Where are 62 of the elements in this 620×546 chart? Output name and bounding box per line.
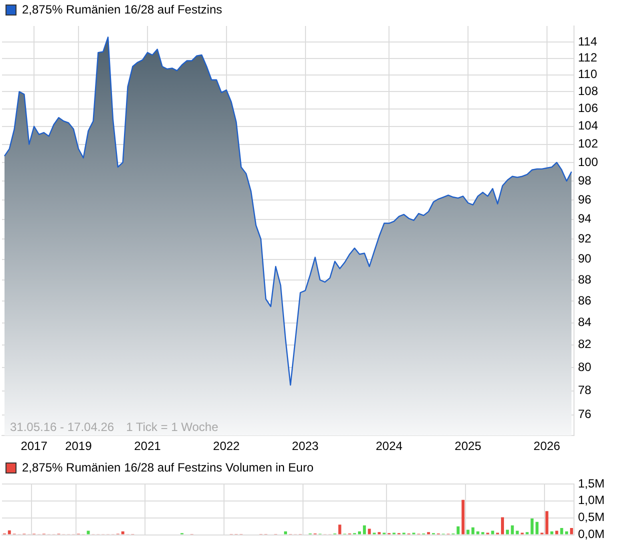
y-tick-label: 0,0M (578, 527, 605, 542)
y-tick-label: 102 (578, 136, 598, 151)
annotation: 1 Tick = 1 Woche (126, 420, 219, 434)
y-tick-label: 112 (578, 50, 598, 65)
bar (462, 500, 465, 534)
annotation: 31.05.16 - 17.04.26 (10, 420, 114, 434)
y-tick-label: 78 (578, 383, 592, 398)
y-tick-label: 100 (578, 154, 598, 169)
x-tick-label: 2021 (134, 439, 162, 454)
y-tick-label: 90 (578, 252, 592, 266)
y-tick-label: 1,5M (578, 476, 605, 490)
legend-label: 2,875% Rumänien 16/28 auf Festzins (22, 2, 222, 16)
y-tick-label: 96 (578, 192, 592, 206)
bar (338, 524, 342, 534)
bar (550, 531, 554, 534)
y-tick-label: 110 (578, 67, 598, 82)
x-tick-label: 2017 (20, 439, 48, 454)
y-tick-label: 106 (578, 101, 598, 116)
bar (8, 530, 11, 534)
y-tick-label: 92 (578, 231, 592, 246)
bar (555, 530, 558, 534)
bar (545, 511, 548, 534)
y-tick-label: 76 (578, 407, 592, 422)
bar (358, 531, 361, 534)
x-tick-label: 2025 (454, 439, 482, 454)
bar (121, 531, 124, 534)
bar (530, 518, 534, 534)
y-tick-label: 84 (578, 315, 592, 330)
bar (560, 528, 564, 534)
x-tick-label: 2024 (376, 439, 403, 454)
y-tick-label: 114 (578, 34, 598, 48)
y-tick-label: 108 (578, 84, 598, 98)
y-tick-label: 1,0M (578, 493, 605, 508)
y-tick-label: 80 (578, 360, 592, 374)
bar (536, 522, 538, 534)
y-tick-label: 88 (578, 272, 592, 286)
bar (506, 530, 509, 534)
bar (476, 531, 480, 534)
legend-label: 2,875% Rumänien 16/28 auf Festzins Volumen in Euro (22, 460, 314, 474)
bar (510, 525, 514, 534)
y-tick-label: 82 (578, 337, 592, 352)
bar (516, 530, 519, 534)
x-tick-label: 2022 (213, 439, 240, 454)
y-tick-label: 104 (578, 118, 598, 133)
bar (362, 525, 366, 534)
y-tick-label: 98 (578, 173, 592, 188)
bar (284, 531, 288, 534)
x-tick-label: 2023 (292, 439, 319, 454)
bar (491, 530, 494, 534)
x-tick-label: 2026 (534, 439, 561, 454)
bar (86, 530, 90, 534)
bar (368, 528, 371, 534)
bar (501, 517, 504, 534)
bar (456, 526, 460, 534)
bar (565, 531, 568, 534)
y-tick-label: 86 (578, 293, 592, 308)
bar (570, 528, 574, 534)
y-tick-label: 0,5M (578, 510, 605, 524)
x-tick-label: 2019 (65, 439, 92, 454)
bar (471, 527, 474, 534)
bar (466, 530, 470, 534)
y-tick-label: 94 (578, 212, 592, 226)
